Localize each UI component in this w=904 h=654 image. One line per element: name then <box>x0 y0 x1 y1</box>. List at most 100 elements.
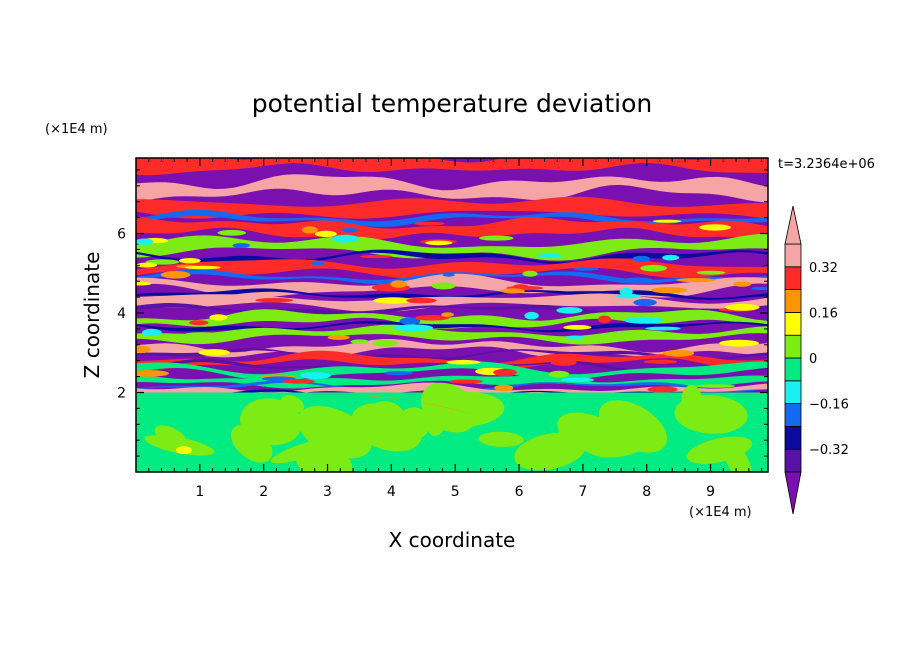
contour-band <box>136 269 768 285</box>
contour-patch <box>255 297 294 303</box>
contour-patch <box>560 377 595 383</box>
contour-patch <box>314 230 337 237</box>
contour-patch <box>662 254 680 261</box>
contour-patch <box>301 440 329 471</box>
contour-patch <box>350 339 369 344</box>
contour-patch <box>696 384 735 388</box>
contour-patch <box>282 379 315 384</box>
contour-patch <box>361 401 406 445</box>
contour-patch <box>725 303 760 311</box>
contour-patch <box>548 370 570 378</box>
contour-patch <box>514 432 587 471</box>
colorbar-segment <box>784 311 802 336</box>
contour-patch <box>373 297 413 304</box>
contour-patch <box>198 349 231 356</box>
contour-patch <box>301 226 318 234</box>
colorbar-segment <box>784 357 802 382</box>
x-tick-label: 9 <box>706 484 715 500</box>
contour-band <box>136 233 768 261</box>
contour-patch <box>500 288 525 294</box>
contour-patch <box>331 234 359 243</box>
contour-band <box>136 174 768 203</box>
colorbar-min-arrow <box>784 471 802 515</box>
contour-patch <box>640 264 667 272</box>
contour-patch <box>494 384 514 392</box>
x-tick-label: 7 <box>578 484 587 500</box>
contour-patch <box>136 262 158 268</box>
contour-patch <box>406 297 437 304</box>
contour-patch <box>415 315 450 321</box>
contour-patch <box>633 298 657 307</box>
contour-patch <box>536 253 562 258</box>
contour-patch <box>185 332 220 336</box>
contour-patch <box>651 287 688 294</box>
contour-patch <box>619 287 633 296</box>
contour-patch <box>160 271 191 279</box>
contour-patch <box>399 317 421 325</box>
colorbar-segment <box>784 448 802 473</box>
x-tick-label: 5 <box>451 484 460 500</box>
contour-patch <box>681 384 702 414</box>
colorbar-tick-label: 0.16 <box>809 306 838 321</box>
contour-patch <box>217 229 247 236</box>
chart-title: potential temperature deviation <box>252 89 652 118</box>
contour-patch <box>643 359 678 364</box>
contour-patch <box>647 386 678 393</box>
contour-band <box>136 309 768 329</box>
time-label: t=3.2364e+06 <box>778 157 875 172</box>
contour-patch <box>479 235 514 241</box>
contour-bands <box>136 158 768 402</box>
colorbar-segment <box>784 425 802 450</box>
contour-patch <box>179 258 201 264</box>
contour-patch <box>425 240 453 246</box>
contour-patch <box>616 293 641 299</box>
contour-patch <box>136 370 169 377</box>
contour-patch <box>686 436 753 464</box>
colorbar-segment <box>784 380 802 404</box>
contour-patch <box>645 326 681 331</box>
colorbar-max-arrow <box>784 205 802 245</box>
contour-patch <box>624 316 664 324</box>
contour-patch <box>662 350 695 357</box>
contour-patch <box>550 359 577 366</box>
contour-patch <box>442 273 455 277</box>
contour-patch <box>699 224 731 231</box>
contour-band <box>136 358 768 374</box>
contour-patch <box>556 307 583 314</box>
x-axis-ticks: 1 2 3 4 5 6 7 8 9 <box>148 158 763 500</box>
contour-patch <box>300 372 331 380</box>
contour-patch <box>676 278 716 283</box>
contour-band <box>136 320 768 333</box>
contour-patch <box>563 325 592 330</box>
contour-patch <box>622 277 654 283</box>
lower-region-patches <box>136 382 768 472</box>
contour-plot-area <box>136 158 768 472</box>
contour-patch <box>652 219 682 223</box>
contour-patch <box>136 281 152 286</box>
contour-patch <box>522 270 538 277</box>
contour-patch <box>280 395 304 414</box>
x-tick-label: 6 <box>515 484 524 500</box>
contour-patch <box>209 314 228 321</box>
contour-patch <box>399 227 413 236</box>
x-tick-label: 3 <box>323 484 332 500</box>
colorbar-tick-label: 0 <box>809 352 817 367</box>
contour-patch <box>478 431 524 447</box>
contour-patch <box>427 390 453 437</box>
colorbar-tick-label: 0.32 <box>809 261 838 276</box>
contour-patch <box>136 345 151 354</box>
x-axis-label: X coordinate <box>389 528 516 552</box>
contour-patch <box>557 412 628 456</box>
contour-patch <box>565 335 586 340</box>
colorbar-segment <box>784 334 802 359</box>
contour-patch <box>431 282 456 290</box>
colorbar: 0.32 0.16 0 −0.16 −0.32 <box>784 205 849 515</box>
contour-band <box>136 324 768 345</box>
contour-patch <box>141 328 162 337</box>
contour-patch <box>311 261 325 266</box>
contour-patch <box>573 267 599 271</box>
contour-patch <box>441 312 455 317</box>
contour-patch <box>446 359 481 365</box>
contour-patch <box>145 259 180 265</box>
